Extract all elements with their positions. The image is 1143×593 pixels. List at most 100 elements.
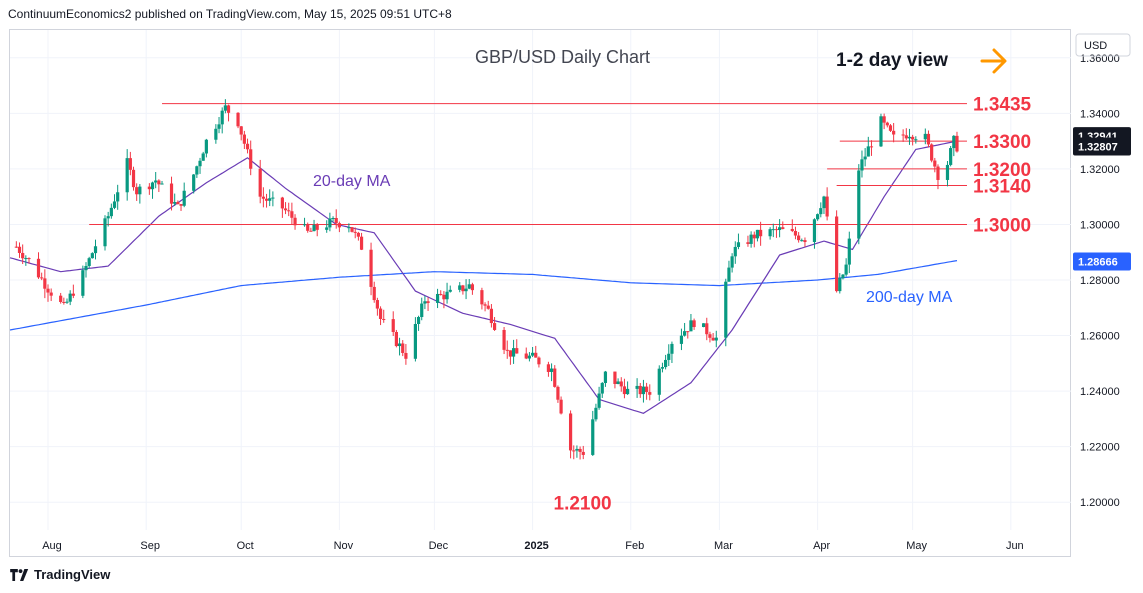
right-arrow-icon — [980, 48, 1007, 74]
candle-body — [283, 208, 288, 211]
candle-body — [40, 277, 44, 279]
candle-body — [325, 227, 329, 230]
candle-body — [226, 105, 231, 113]
candle-body — [882, 116, 886, 123]
candle-body — [312, 224, 316, 232]
candle-body — [46, 288, 50, 293]
candle-body — [771, 229, 775, 231]
candle-body — [635, 385, 639, 389]
candle-body — [448, 289, 452, 292]
candle-body — [768, 229, 772, 237]
candle-body — [549, 368, 554, 372]
candle-body — [936, 166, 940, 180]
candle-body — [293, 217, 297, 226]
candle-body — [397, 343, 402, 347]
candle-body — [591, 419, 595, 455]
candle-body — [442, 294, 446, 300]
candle-body — [727, 267, 731, 282]
candle-body — [907, 136, 912, 139]
candle-body — [378, 308, 383, 319]
candle-body — [708, 334, 712, 338]
candle-body — [423, 301, 427, 304]
candle-body — [736, 242, 741, 247]
x-month-label: Mar — [714, 540, 733, 552]
price-axis[interactable]: 1.36000 1.34000 1.32000 1.30000 1.28000 1.260… — [1073, 33, 1131, 509]
candle-body — [201, 153, 205, 161]
candle-body — [220, 110, 224, 125]
candle-body — [103, 218, 107, 247]
candle-body — [458, 285, 462, 290]
candle-body — [24, 258, 28, 260]
x-month-label: Jun — [1006, 540, 1024, 552]
candle-body — [926, 133, 931, 145]
candle-body — [116, 192, 120, 202]
candle-body — [825, 196, 829, 217]
candle-body — [416, 317, 421, 324]
y-tick-label: 1.24000 — [1080, 386, 1120, 398]
candle-body — [467, 284, 471, 289]
candle-body — [176, 202, 180, 205]
candle-body — [131, 169, 136, 188]
x-month-label: 2025 — [524, 540, 548, 552]
candle-body — [797, 235, 801, 241]
candle-body — [337, 223, 341, 228]
candle-body — [426, 301, 430, 303]
candle-body — [356, 232, 360, 237]
candle-body — [106, 216, 110, 219]
grid-lines — [10, 30, 1071, 530]
candle-body — [394, 331, 398, 347]
candle-body — [404, 352, 408, 359]
candle-body — [17, 246, 22, 253]
candle-body — [863, 156, 867, 160]
candle-body — [439, 293, 443, 295]
candle-body — [530, 352, 535, 356]
candle-body — [287, 210, 291, 212]
candle-body — [84, 266, 88, 271]
candle-body — [505, 349, 509, 351]
tradingview-footer[interactable]: TradingView — [10, 567, 110, 582]
candle-body — [657, 368, 661, 395]
level-label: 1.3000 — [973, 215, 1031, 236]
candle-body — [147, 186, 151, 190]
candle-body — [138, 186, 142, 195]
candle-body — [619, 381, 623, 387]
ma200-label: 200-day MA — [866, 289, 953, 306]
last-price-tag-bg — [1073, 137, 1131, 156]
x-month-label: Oct — [237, 540, 254, 552]
candle-body — [486, 305, 490, 309]
candle-body — [36, 258, 41, 278]
time-axis[interactable]: Aug Sep Oct Nov Dec 2025 Feb Mar Apr May Jun — [42, 540, 1023, 552]
candle-body — [705, 323, 709, 335]
candle-body — [489, 308, 494, 324]
candle-body — [568, 413, 573, 451]
candle-body — [182, 190, 186, 206]
candle-body — [350, 227, 354, 232]
candle-body — [923, 133, 927, 140]
candle-body — [264, 198, 269, 201]
candle-body — [214, 128, 218, 140]
candle-body — [733, 246, 737, 257]
candle-body — [774, 229, 779, 231]
candle-body — [49, 292, 53, 296]
ma200-price-tag: 1.28666 — [1078, 257, 1118, 269]
candle-body — [752, 234, 756, 239]
y-tick-label: 1.28000 — [1080, 275, 1120, 287]
candle-body — [391, 319, 395, 332]
candle-body — [844, 264, 848, 275]
candle-body — [401, 343, 405, 353]
candle-body — [553, 368, 557, 387]
currency-box — [1075, 33, 1131, 57]
candle-body — [239, 126, 243, 135]
x-month-label: Apr — [813, 540, 830, 552]
candle-body — [290, 211, 294, 218]
candle-body — [888, 125, 893, 131]
candle-body — [204, 139, 208, 154]
candle-body — [157, 180, 161, 185]
candle-body — [679, 335, 684, 344]
candle-body — [87, 258, 91, 267]
y-tick-label: 1.36000 — [1080, 53, 1120, 65]
candle-body — [128, 158, 132, 170]
candle-body — [952, 135, 956, 149]
candle-body — [534, 352, 538, 358]
